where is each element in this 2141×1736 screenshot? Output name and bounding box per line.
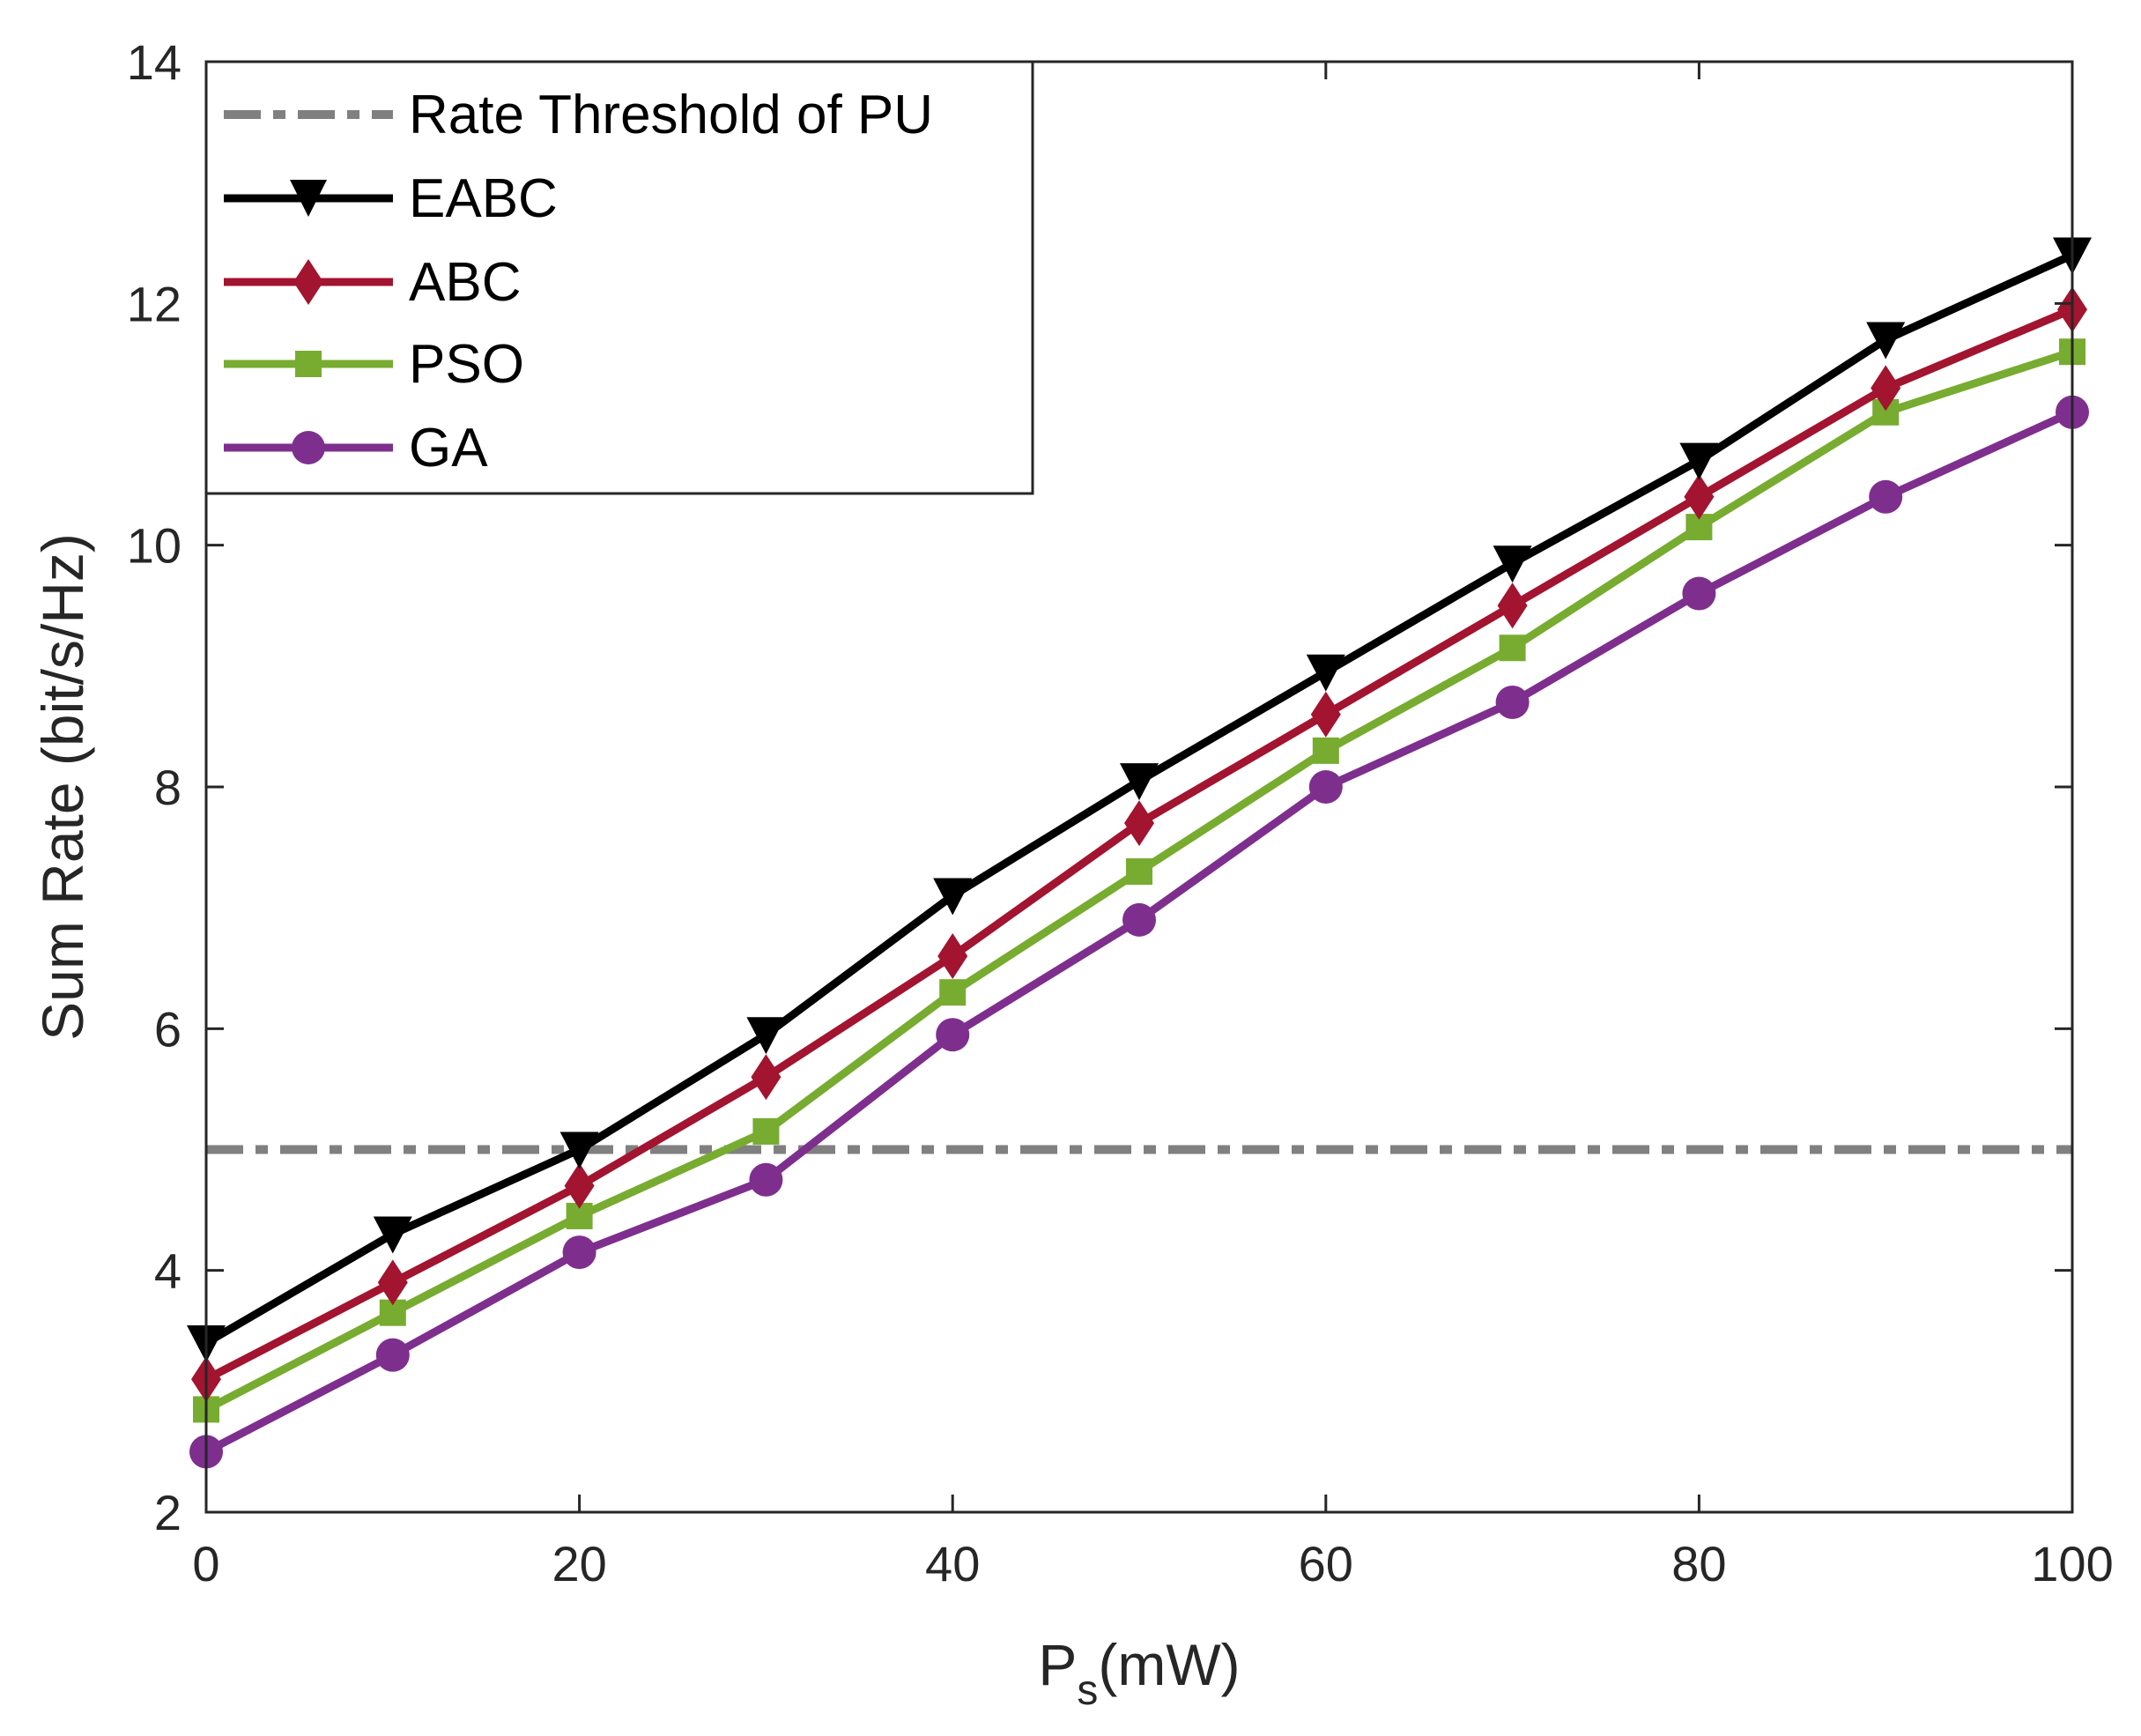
data-point-ga [1308, 770, 1343, 804]
y-axis-label: Sum Rate (bit/s/Hz) [30, 533, 95, 1041]
legend-entry-eabc: EABC [224, 168, 558, 229]
legend-abc-marker [293, 259, 323, 305]
data-point-pso [1126, 858, 1152, 886]
y-tick-label: 2 [154, 1485, 182, 1540]
data-point-ga [1495, 685, 1530, 719]
x-axis-label: Ps(mW) [1038, 1632, 1240, 1714]
legend-pso-label: PSO [409, 334, 524, 395]
data-point-ga [1122, 902, 1156, 937]
data-point-abc [751, 1054, 782, 1101]
legend-eabc-label: EABC [409, 168, 558, 229]
legend-abc-label: ABC [409, 252, 521, 313]
x-tick-label: 60 [1299, 1536, 1353, 1591]
legend-entry-pso: PSO [224, 334, 524, 395]
data-point-eabc [559, 1131, 599, 1169]
data-point-abc [1124, 800, 1154, 847]
data-point-abc [1497, 582, 1528, 629]
x-tick-label: 20 [552, 1536, 606, 1591]
data-point-pso [939, 979, 967, 1006]
y-tick-label: 6 [154, 1001, 182, 1057]
data-point-ga [1869, 479, 1903, 514]
data-point-eabc [1866, 322, 1906, 360]
data-point-eabc [746, 1017, 786, 1055]
legend-ga-marker [292, 431, 325, 464]
x-axis-label-unit: (mW) [1098, 1632, 1240, 1697]
y-tick-label: 4 [154, 1243, 182, 1299]
data-point-pso [752, 1117, 780, 1145]
x-tick-label: 0 [192, 1536, 219, 1591]
data-point-abc [937, 933, 968, 980]
legend-ga-label: GA [409, 418, 488, 479]
series-pso [193, 338, 2085, 1423]
y-tick-label: 10 [127, 518, 182, 574]
x-tick-label: 40 [925, 1536, 980, 1591]
ticks-layer: 0 20 40 60 80 100 2 4 6 8 10 12 14 [127, 34, 2114, 1591]
data-point-pso [1499, 634, 1526, 662]
series-layer [187, 237, 2092, 1469]
data-point-abc [1871, 365, 1901, 412]
series-abc [191, 286, 2087, 1403]
legend-entry-ga: GA [224, 418, 488, 479]
y-tick-label: 8 [154, 760, 182, 815]
data-point-abc [564, 1162, 595, 1209]
data-point-abc [1684, 473, 1715, 520]
legend-box [204, 60, 1034, 495]
x-axis-label-subscript: s [1077, 1667, 1098, 1714]
data-point-ga [749, 1162, 783, 1197]
data-point-abc [1310, 691, 1341, 738]
series-ga [189, 395, 2089, 1469]
x-axis-label-main: P [1038, 1632, 1077, 1697]
data-point-eabc [933, 878, 973, 916]
legend-entry-threshold: Rate Threshold of PU [224, 85, 933, 145]
legend-eabc-marker [290, 180, 327, 217]
data-point-eabc [1306, 654, 1345, 692]
legend-pso-marker [295, 351, 322, 377]
x-tick-label: 80 [1671, 1536, 1726, 1591]
data-point-pso [1312, 737, 1339, 764]
legend-entry-abc: ABC [224, 252, 521, 313]
legend: Rate Threshold of PU EABC ABC PSO GA [204, 60, 1034, 495]
legend-threshold-label: Rate Threshold of PU [409, 85, 933, 145]
data-point-eabc [373, 1216, 412, 1254]
data-point-eabc [1679, 442, 1719, 480]
data-point-ga [375, 1338, 410, 1372]
y-tick-label: 14 [127, 34, 182, 90]
data-point-ga [936, 1018, 970, 1052]
data-point-ga [1682, 576, 1716, 611]
x-tick-label: 100 [2031, 1536, 2113, 1591]
data-point-abc [377, 1259, 408, 1306]
data-point-eabc [1120, 763, 1159, 801]
data-point-ga [562, 1235, 596, 1270]
data-point-eabc [1493, 545, 1532, 583]
y-tick-label: 12 [127, 276, 182, 331]
